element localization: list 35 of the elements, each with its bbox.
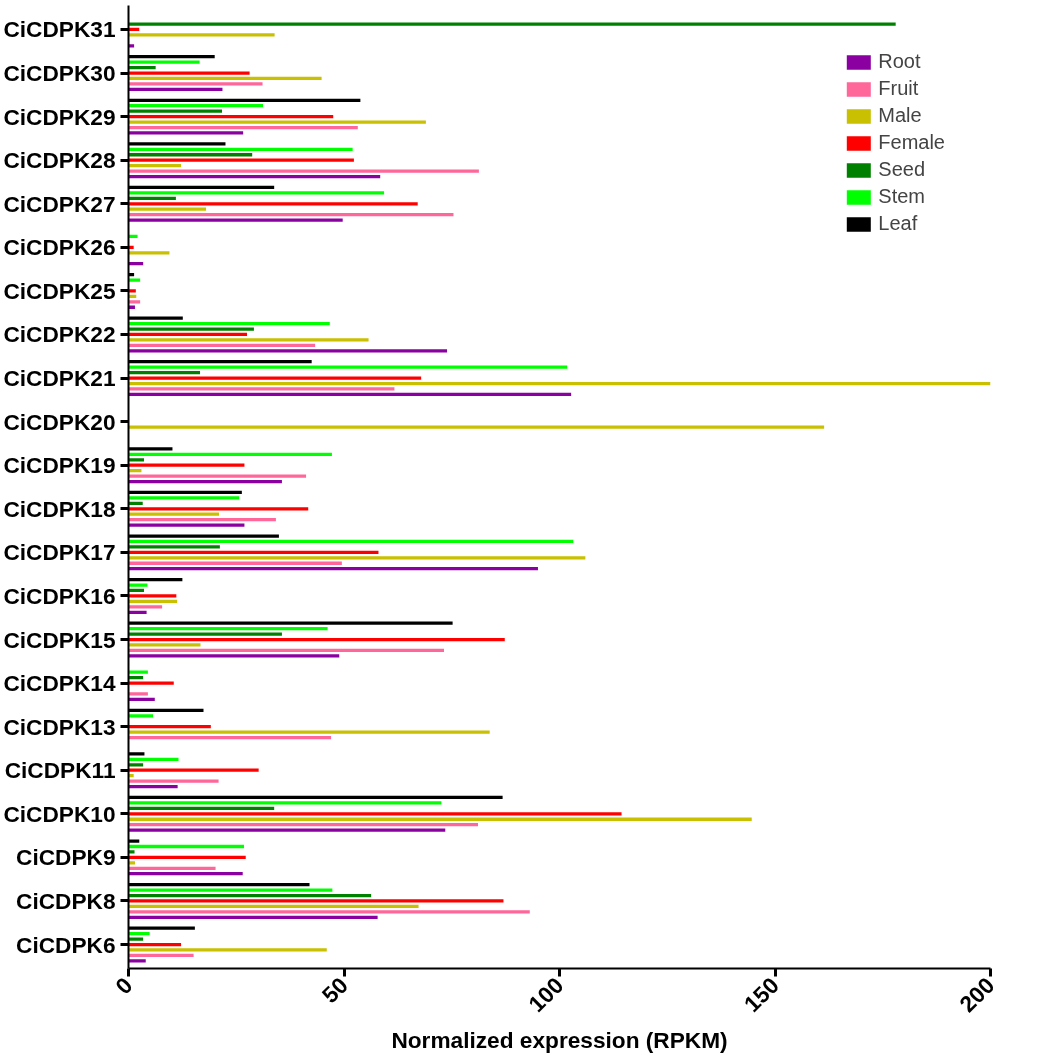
y-tick-label: CiCDPK13 — [3, 713, 116, 740]
x-axis-title: Normalized expression (RPKM) — [391, 1026, 728, 1053]
legend-label: Stem — [878, 185, 925, 208]
y-tick-label: CiCDPK28 — [3, 147, 116, 174]
y-tick-label: CiCDPK18 — [3, 495, 116, 522]
legend-label: Seed — [878, 158, 926, 181]
y-tick-label: CiCDPK30 — [3, 60, 116, 87]
legend-label: Root — [878, 50, 921, 73]
x-tick-label: 0 — [110, 971, 138, 1000]
y-tick-label: CiCDPK14 — [3, 670, 116, 697]
y-tick-label: CiCDPK10 — [3, 800, 116, 827]
y-tick-label: CiCDPK31 — [3, 16, 116, 43]
y-tick-label: CiCDPK27 — [3, 190, 116, 217]
y-tick-label: CiCDPK25 — [3, 277, 116, 304]
legend-label: Leaf — [878, 212, 918, 235]
y-tick-label: CiCDPK9 — [16, 844, 116, 871]
y-tick-label: CiCDPK20 — [3, 408, 116, 435]
x-tick-label: 50 — [316, 971, 353, 1009]
y-tick-label: CiCDPK8 — [16, 887, 116, 914]
y-tick-label: CiCDPK26 — [3, 234, 116, 261]
y-tick-label: CiCDPK6 — [16, 931, 116, 958]
legend-label: Male — [878, 104, 922, 127]
y-tick-label: CiCDPK19 — [3, 452, 116, 479]
y-tick-label: CiCDPK16 — [3, 582, 116, 609]
y-tick-label: CiCDPK15 — [3, 626, 116, 653]
x-tick-label: 100 — [523, 971, 569, 1018]
legend-label: Fruit — [878, 77, 919, 100]
y-tick-label: CiCDPK11 — [4, 757, 116, 784]
y-tick-label: CiCDPK21 — [3, 365, 116, 392]
y-tick-label: CiCDPK29 — [3, 103, 116, 130]
y-tick-label: CiCDPK22 — [3, 321, 116, 348]
x-tick-label: 200 — [954, 971, 1000, 1018]
y-tick-label: CiCDPK17 — [3, 539, 116, 566]
legend-label: Female — [878, 131, 945, 154]
x-tick-label: 150 — [738, 971, 784, 1018]
